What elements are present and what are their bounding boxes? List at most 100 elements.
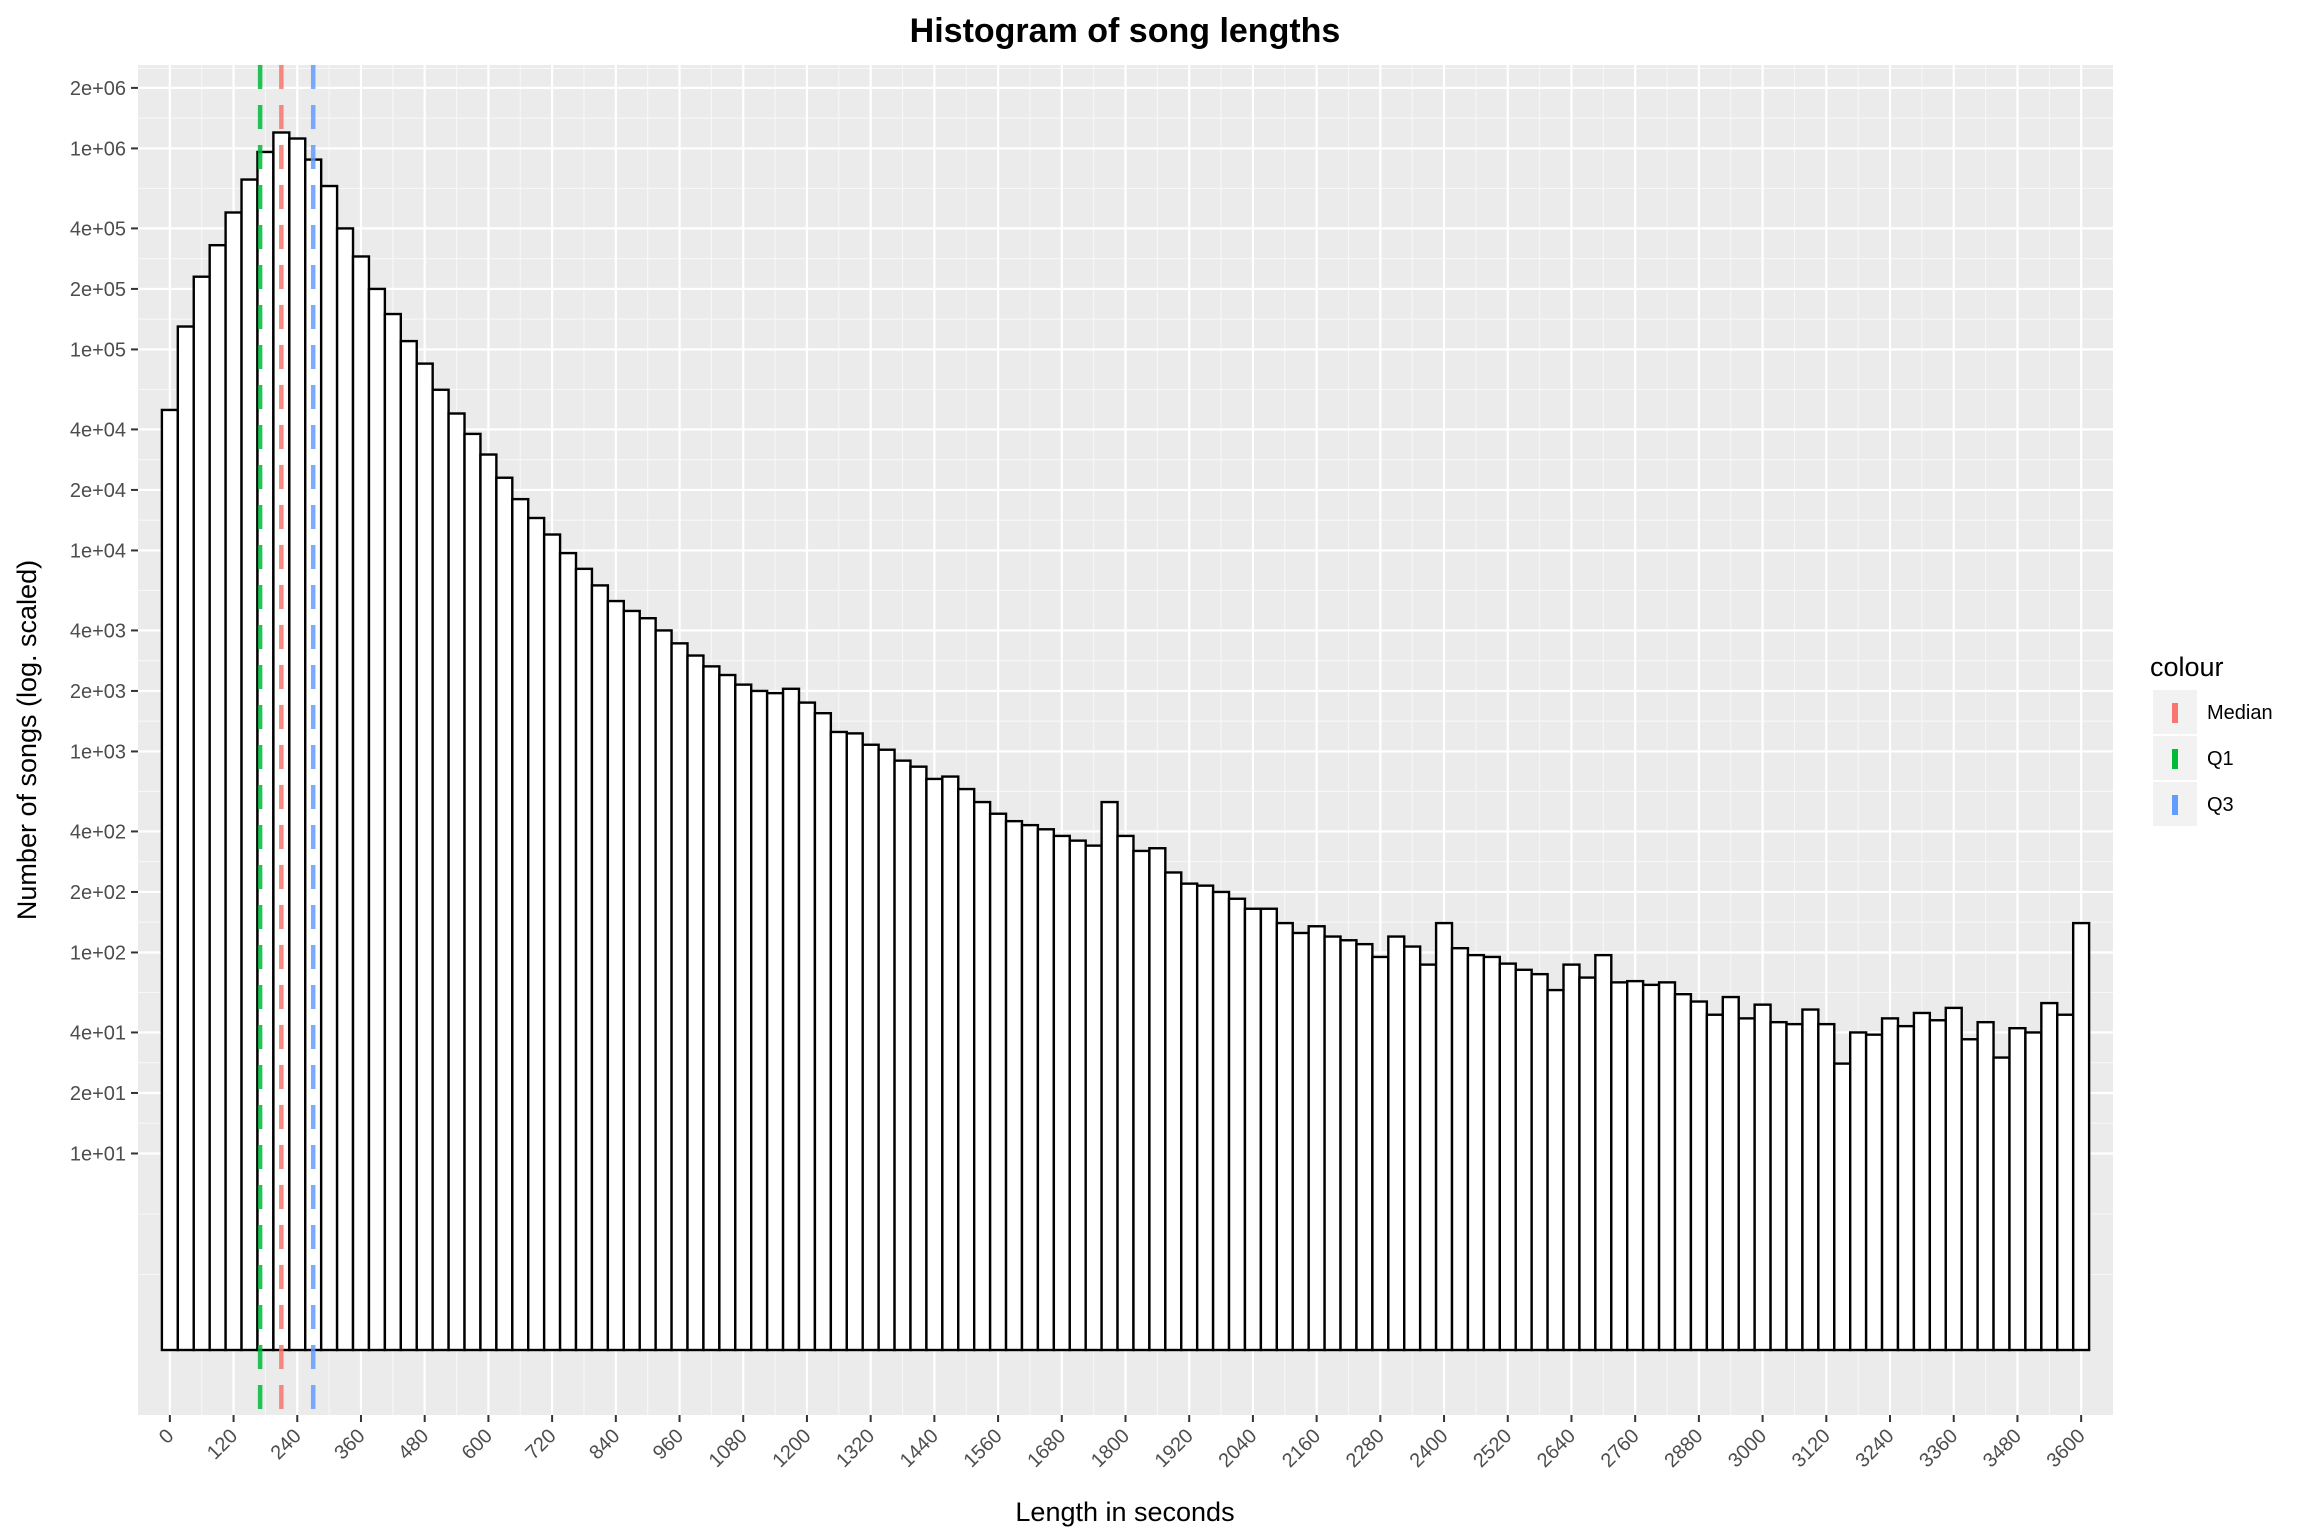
histogram-bar [2024, 1031, 2043, 1352]
x-tick-label: 2040 [1214, 1425, 1261, 1472]
legend-title: colour [2150, 652, 2224, 682]
x-tick-label: 3000 [1724, 1425, 1771, 1472]
histogram-bar [574, 567, 594, 1352]
histogram-bar [527, 516, 546, 1352]
histogram-bar [781, 687, 801, 1352]
y-tick-label: 4e+05 [70, 218, 126, 240]
histogram-bar [1084, 844, 1103, 1352]
y-tick-label: 1e+06 [70, 138, 126, 160]
histogram-bar [1737, 1017, 1756, 1352]
histogram-bar [1180, 882, 1199, 1352]
x-tick-label: 3360 [1915, 1425, 1962, 1472]
x-tick-label: 720 [521, 1425, 560, 1464]
histogram-bar [654, 629, 673, 1352]
legend-label-q1: Q1 [2207, 748, 2234, 770]
legend-label-median: Median [2207, 702, 2273, 724]
y-tick-label: 4e+01 [70, 1022, 126, 1044]
y-tick-label: 1e+01 [70, 1143, 126, 1165]
histogram-bar [957, 787, 976, 1352]
histogram-bar [1355, 942, 1374, 1352]
histogram-bar [829, 730, 848, 1352]
histogram-bar [1578, 976, 1597, 1352]
histogram-bar [1705, 1013, 1724, 1352]
x-tick-label: 1800 [1087, 1425, 1134, 1472]
histogram-bar [909, 765, 928, 1352]
histogram-bar [240, 178, 259, 1352]
histogram-bar [1164, 871, 1183, 1352]
histogram-bar [1769, 1020, 1788, 1352]
histogram-bar [1195, 884, 1215, 1352]
histogram-bar [495, 476, 514, 1352]
histogram-bar [1116, 834, 1135, 1352]
histogram-bar [1243, 907, 1263, 1352]
histogram-bar [1036, 828, 1056, 1352]
y-tick-label: 1e+05 [70, 339, 126, 361]
histogram-bar [988, 812, 1008, 1352]
histogram-bar [1530, 972, 1549, 1352]
histogram-bar [1689, 1000, 1709, 1352]
histogram-bar [1896, 1024, 1916, 1352]
histogram-bar [1259, 907, 1279, 1352]
x-tick-label: 120 [203, 1425, 242, 1464]
histogram-bar [1992, 1056, 2011, 1352]
histogram-bar [1817, 1022, 1836, 1352]
histogram-bars [160, 131, 2091, 1352]
y-tick-label: 4e+02 [70, 821, 126, 843]
x-tick-label: 840 [585, 1425, 624, 1464]
y-tick-label: 1e+02 [70, 942, 126, 964]
histogram-bar [1833, 1062, 1852, 1352]
histogram-bar [2008, 1026, 2027, 1352]
histogram-bar [1418, 963, 1438, 1352]
histogram-bar [399, 339, 418, 1352]
y-tick-label: 1e+03 [70, 741, 126, 763]
histogram-bar [1275, 921, 1294, 1352]
histogram-bar [1753, 1003, 1772, 1352]
histogram-bar [463, 432, 482, 1352]
histogram-bar [622, 609, 641, 1352]
histogram-bar [1641, 983, 1661, 1352]
histogram-bar [335, 227, 355, 1352]
histogram-bar [734, 683, 753, 1352]
histogram-bar [1323, 935, 1342, 1352]
histogram-bar [861, 743, 880, 1352]
histogram-bar [1068, 839, 1087, 1352]
x-axis-title: Length in seconds [1015, 1497, 1234, 1527]
histogram-bar [1371, 955, 1390, 1352]
histogram-bar [1307, 925, 1326, 1352]
y-tick-label: 1e+04 [70, 540, 126, 562]
y-tick-label: 4e+04 [70, 419, 126, 441]
histogram-bar [813, 711, 833, 1352]
x-tick-label: 2400 [1406, 1425, 1453, 1472]
histogram-bar [925, 777, 944, 1352]
histogram-bar [2071, 921, 2091, 1352]
histogram-bar [1450, 947, 1470, 1352]
histogram-bar [1434, 921, 1454, 1352]
histogram-bar [447, 412, 466, 1352]
histogram-bar [1291, 931, 1310, 1352]
histogram-bar [638, 617, 657, 1352]
histogram-bar [542, 533, 562, 1352]
x-tick-label: 3600 [2043, 1425, 2090, 1472]
histogram-bar [1148, 847, 1167, 1352]
histogram-bar [1466, 953, 1486, 1352]
histogram-bar [702, 665, 721, 1352]
x-tick-label: 600 [458, 1425, 497, 1464]
histogram-bar [797, 701, 817, 1352]
histogram-bar [2040, 1001, 2059, 1352]
y-tick-label: 2e+02 [70, 882, 126, 904]
histogram-bar [1928, 1019, 1947, 1352]
histogram-bar [1403, 945, 1422, 1352]
histogram-bar [319, 184, 339, 1352]
histogram-bar [1594, 953, 1613, 1352]
x-tick-label: 2280 [1342, 1425, 1389, 1472]
histogram-bar [511, 497, 530, 1352]
y-tick-label: 2e+05 [70, 279, 126, 301]
x-tick-label: 3240 [1852, 1425, 1899, 1472]
histogram-bar [1546, 988, 1565, 1352]
histogram-bar [1880, 1017, 1900, 1352]
x-tick-label: 1920 [1151, 1425, 1198, 1472]
x-tick-label: 3120 [1788, 1425, 1835, 1472]
histogram-bar [750, 689, 769, 1352]
histogram-bar [686, 654, 705, 1352]
